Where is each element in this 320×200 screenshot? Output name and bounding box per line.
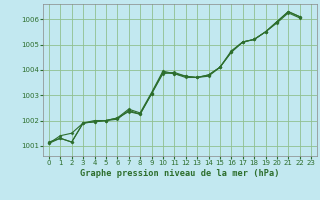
X-axis label: Graphe pression niveau de la mer (hPa): Graphe pression niveau de la mer (hPa) xyxy=(80,169,280,178)
